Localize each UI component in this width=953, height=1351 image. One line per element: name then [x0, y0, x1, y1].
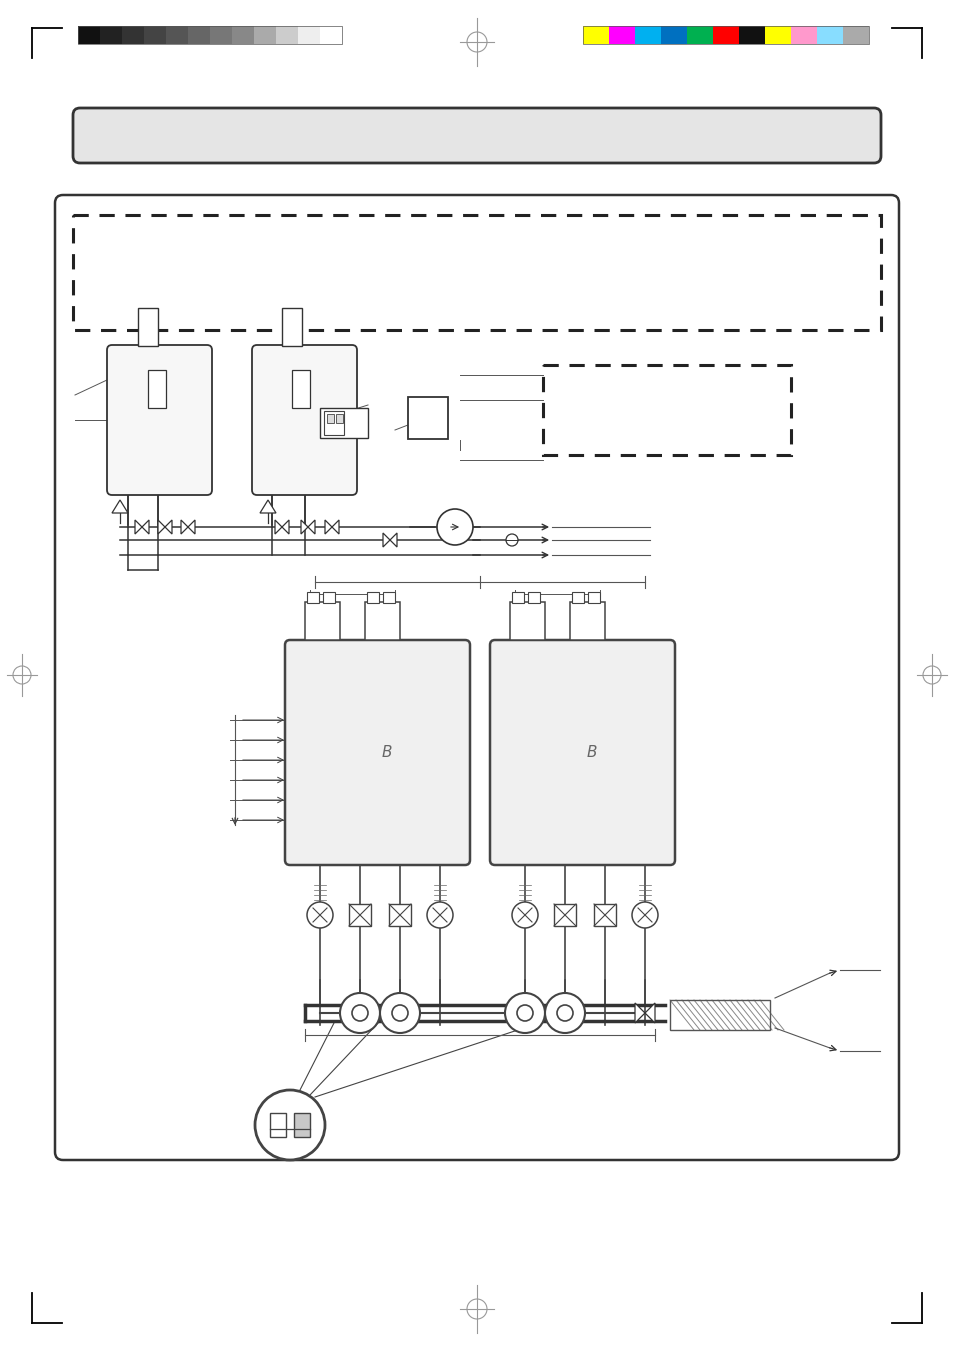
- Bar: [587, 592, 599, 603]
- Bar: [305, 603, 339, 640]
- Polygon shape: [112, 500, 128, 513]
- FancyBboxPatch shape: [252, 345, 356, 494]
- Circle shape: [504, 993, 544, 1034]
- Bar: [292, 370, 310, 408]
- Bar: [512, 592, 523, 603]
- Bar: [148, 370, 166, 408]
- Circle shape: [379, 993, 419, 1034]
- Bar: [608, 26, 635, 45]
- Bar: [669, 1000, 769, 1029]
- Bar: [166, 26, 188, 45]
- Bar: [282, 308, 302, 346]
- Bar: [510, 603, 544, 640]
- Bar: [542, 365, 790, 455]
- Polygon shape: [382, 534, 396, 547]
- Bar: [253, 26, 275, 45]
- Bar: [382, 592, 395, 603]
- Bar: [764, 26, 790, 45]
- Bar: [324, 411, 344, 435]
- Bar: [569, 603, 604, 640]
- Bar: [349, 904, 371, 925]
- FancyBboxPatch shape: [285, 640, 470, 865]
- Bar: [554, 904, 576, 925]
- Bar: [73, 215, 880, 330]
- Bar: [327, 413, 334, 423]
- Bar: [122, 26, 144, 45]
- Circle shape: [254, 1090, 325, 1161]
- Bar: [294, 1113, 310, 1138]
- Polygon shape: [635, 1002, 655, 1023]
- Polygon shape: [301, 520, 314, 534]
- Bar: [790, 26, 816, 45]
- Text: B: B: [381, 744, 392, 761]
- Circle shape: [544, 993, 584, 1034]
- Bar: [297, 26, 319, 45]
- Circle shape: [427, 902, 453, 928]
- Bar: [144, 26, 166, 45]
- Bar: [78, 26, 100, 45]
- Bar: [408, 397, 448, 439]
- Bar: [210, 26, 232, 45]
- Polygon shape: [260, 500, 275, 513]
- Bar: [594, 904, 616, 925]
- Polygon shape: [274, 520, 289, 534]
- Bar: [307, 592, 318, 603]
- FancyBboxPatch shape: [490, 640, 675, 865]
- Circle shape: [631, 902, 658, 928]
- Bar: [582, 26, 868, 45]
- Bar: [365, 603, 399, 640]
- Bar: [319, 26, 341, 45]
- FancyBboxPatch shape: [55, 195, 898, 1161]
- FancyBboxPatch shape: [73, 108, 880, 163]
- Text: B: B: [586, 744, 597, 761]
- Bar: [527, 592, 539, 603]
- Bar: [367, 592, 378, 603]
- Bar: [842, 26, 868, 45]
- Bar: [232, 26, 253, 45]
- Circle shape: [339, 993, 379, 1034]
- Circle shape: [436, 509, 473, 544]
- Bar: [739, 26, 764, 45]
- Polygon shape: [181, 520, 194, 534]
- Bar: [635, 26, 660, 45]
- Bar: [686, 26, 712, 45]
- Circle shape: [505, 534, 517, 546]
- Bar: [389, 904, 411, 925]
- Polygon shape: [325, 520, 338, 534]
- Bar: [335, 413, 343, 423]
- Bar: [188, 26, 210, 45]
- Bar: [275, 26, 297, 45]
- Bar: [78, 26, 341, 45]
- Bar: [572, 592, 583, 603]
- Polygon shape: [135, 520, 149, 534]
- Bar: [660, 26, 686, 45]
- Bar: [319, 408, 368, 438]
- Circle shape: [307, 902, 333, 928]
- Bar: [323, 592, 335, 603]
- Bar: [270, 1113, 286, 1138]
- Bar: [582, 26, 608, 45]
- Circle shape: [512, 902, 537, 928]
- Bar: [138, 308, 158, 346]
- Bar: [712, 26, 739, 45]
- Bar: [816, 26, 842, 45]
- Bar: [100, 26, 122, 45]
- FancyBboxPatch shape: [107, 345, 212, 494]
- Polygon shape: [158, 520, 172, 534]
